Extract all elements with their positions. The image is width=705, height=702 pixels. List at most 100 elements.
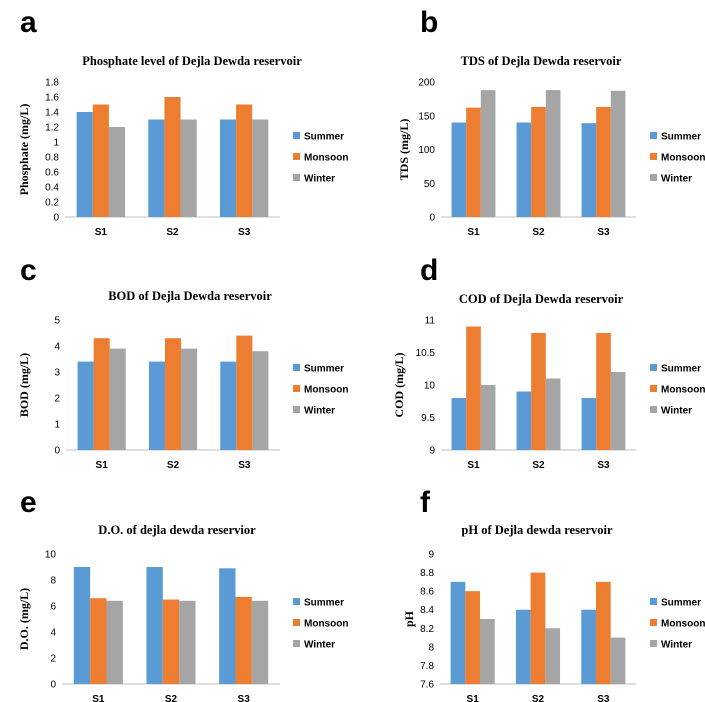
bar-monsoon-s3	[596, 106, 611, 217]
bar-monsoon-s3	[595, 581, 611, 684]
legend-swatch	[650, 174, 657, 181]
y-tick-label: 8	[50, 576, 56, 587]
y-tick-label: 2	[50, 654, 56, 665]
bar-summer-s1	[77, 361, 94, 450]
x-tick-label: S1	[467, 694, 480, 702]
y-tick-label: 9	[428, 550, 434, 561]
x-tick-label: S2	[532, 227, 545, 238]
legend-swatch	[650, 132, 657, 139]
bar-summer-s2	[148, 119, 165, 217]
y-tick-label: 7.8	[420, 661, 434, 672]
bar-summer-s2	[516, 122, 532, 217]
chart-title: BOD of Dejla Dewda reservoir	[108, 289, 272, 303]
legend-label: Monsoon	[304, 385, 348, 396]
chart-panel-f: f pH of Dejla dewda reservoir pH 7.6 7.8 8 8.2…	[402, 486, 705, 702]
legend-swatch	[650, 153, 657, 160]
y-axis-label: TDS (mg/L)	[397, 119, 411, 181]
y-tick-label: 1	[54, 420, 60, 431]
legend-label: Winter	[304, 406, 335, 417]
x-tick-label: S2	[532, 694, 545, 702]
y-tick-label: 8.2	[420, 624, 434, 635]
y-tick-label: 3	[54, 368, 60, 379]
y-tick-label: 8.8	[420, 568, 434, 579]
y-tick-label: 7.6	[420, 680, 434, 691]
y-axis-label: pH	[402, 610, 416, 627]
bar-monsoon-s2	[531, 333, 546, 450]
bar-monsoon-s1	[465, 591, 481, 684]
bar-winter-s3	[610, 637, 626, 684]
x-tick-label: S1	[95, 227, 108, 238]
bar-summer-s2	[146, 567, 163, 684]
x-tick-label: S3	[238, 694, 251, 702]
chart-panel-a: a Phosphate level of Dejla Dewda reservoi…	[17, 6, 348, 238]
bar-summer-s1	[76, 112, 93, 217]
bar-winter-s2	[179, 600, 196, 684]
y-tick-label: 1.6	[45, 93, 59, 104]
x-tick-label: S2	[167, 460, 180, 471]
y-tick-label: 1.2	[45, 123, 59, 134]
legend-label: Summer	[661, 598, 701, 609]
bar-monsoon-s2	[531, 106, 546, 217]
bar-winter-s2	[181, 348, 198, 450]
bar-summer-s1	[451, 398, 467, 450]
bar-monsoon-s1	[466, 107, 481, 217]
legend-label: Monsoon	[304, 153, 348, 164]
bar-monsoon-s1	[466, 326, 481, 450]
legend-swatch	[650, 406, 657, 413]
bar-monsoon-s2	[164, 338, 182, 450]
x-tick-label: S3	[597, 694, 610, 702]
y-tick-label: 0.6	[45, 168, 59, 179]
legend-swatch	[293, 364, 300, 371]
legend-swatch	[293, 174, 300, 181]
legend-swatch	[293, 153, 300, 160]
legend-swatch	[293, 619, 300, 626]
x-tick-label: S1	[467, 227, 480, 238]
bar-winter-s1	[106, 600, 123, 684]
legend-label: Monsoon	[304, 619, 348, 630]
legend-label: Winter	[661, 640, 692, 651]
y-tick-label: 0	[54, 446, 60, 457]
bar-winter-s3	[252, 119, 269, 217]
y-tick-label: 1.8	[45, 78, 59, 89]
chart-title: pH of Dejla dewda reservoir	[461, 523, 613, 537]
y-tick-label: 10	[45, 550, 57, 561]
bar-monsoon-s1	[93, 338, 110, 450]
x-tick-label: S2	[532, 460, 545, 471]
bar-summer-s3	[219, 119, 237, 217]
y-tick-label: 4	[54, 342, 60, 353]
legend-label: Winter	[661, 174, 692, 185]
y-tick-label: 8.4	[420, 605, 434, 616]
x-tick-label: S3	[238, 227, 251, 238]
y-tick-label: 200	[418, 78, 435, 89]
y-tick-label: 4	[50, 628, 56, 639]
legend-label: Summer	[304, 598, 344, 609]
bar-monsoon-s2	[162, 599, 180, 684]
y-tick-label: 50	[424, 179, 436, 190]
bar-winter-s2	[545, 90, 561, 217]
legend-swatch	[650, 385, 657, 392]
bar-monsoon-s3	[236, 104, 253, 217]
x-tick-label: S1	[96, 460, 109, 471]
x-tick-label: S1	[92, 694, 105, 702]
y-tick-label: 8.6	[420, 587, 434, 598]
bar-winter-s3	[252, 351, 269, 450]
chart-panel-e: e D.O. of dejla dewda reservior D.O. (mg/L…	[17, 486, 348, 702]
chart-title: Phosphate level of Dejla Dewda reservoir	[82, 54, 302, 68]
y-tick-label: 0	[53, 213, 59, 224]
bar-monsoon-s3	[235, 596, 252, 684]
legend-label: Winter	[661, 406, 692, 417]
bar-summer-s1	[450, 581, 466, 684]
y-tick-label: 0.2	[45, 198, 59, 209]
x-tick-label: S2	[166, 227, 179, 238]
bar-winter-s2	[180, 119, 197, 217]
y-tick-label: 6	[50, 602, 56, 613]
x-tick-label: S2	[165, 694, 178, 702]
bar-monsoon-s3	[236, 335, 253, 450]
legend-swatch	[650, 640, 657, 647]
x-tick-label: S3	[597, 227, 610, 238]
bar-summer-s3	[581, 609, 596, 684]
bar-summer-s2	[515, 609, 531, 684]
panel-letter: e	[20, 486, 37, 519]
legend-label: Summer	[304, 132, 344, 143]
chart-title: COD of Dejla Dewda reservoir	[459, 292, 624, 306]
